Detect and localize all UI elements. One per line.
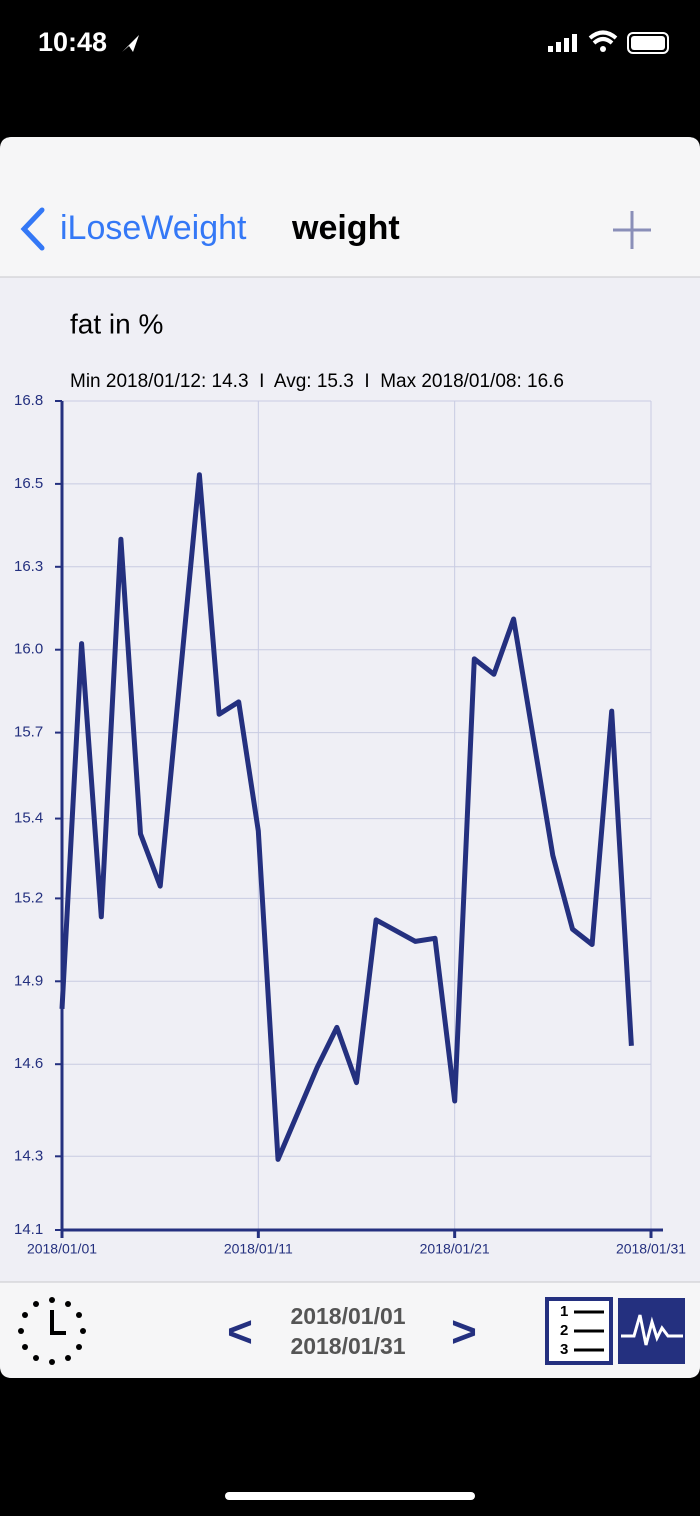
list-icon[interactable]: 1 2 3 <box>545 1297 613 1365</box>
location-icon <box>122 35 139 52</box>
y-tick-label: 14.9 <box>14 972 43 989</box>
y-tick-label: 15.2 <box>14 889 43 906</box>
y-tick-label: 16.0 <box>14 641 43 658</box>
x-tick-label: 2018/01/21 <box>420 1241 490 1257</box>
y-tick-label: 16.3 <box>14 558 43 575</box>
signal-icon <box>548 34 577 52</box>
card <box>0 137 700 1378</box>
range-from: 2018/01/01 <box>290 1303 405 1329</box>
nav-bar <box>0 137 700 277</box>
back-chevron[interactable] <box>20 207 45 251</box>
battery-level <box>631 36 665 50</box>
x-tick-label: 2018/01/11 <box>224 1241 293 1257</box>
y-tick-label: 16.5 <box>14 475 43 492</box>
wifi-icon <box>588 30 618 45</box>
range-to: 2018/01/31 <box>290 1333 405 1359</box>
back-button[interactable]: iLoseWeight <box>60 209 247 247</box>
battery-icon <box>627 32 669 54</box>
y-tick-label: 16.8 <box>14 392 43 409</box>
nav-title: weight <box>291 209 400 247</box>
y-tick-label: 14.6 <box>14 1055 43 1072</box>
next-button[interactable]: > <box>451 1308 477 1357</box>
svg-text:2: 2 <box>560 1322 568 1339</box>
x-tick-label: 2018/01/01 <box>27 1241 97 1257</box>
chart-icon[interactable] <box>618 1298 685 1364</box>
wifi-dot <box>600 46 606 52</box>
status-time: 10:48 <box>38 27 107 57</box>
data-line <box>59 472 634 1162</box>
chart-title: fat in % <box>70 308 163 339</box>
x-tick-label: 2018/01/31 <box>616 1241 686 1257</box>
y-tick-label: 14.1 <box>14 1221 43 1238</box>
clock-icon[interactable] <box>18 1297 86 1365</box>
footer-bar <box>0 1282 700 1378</box>
chart-subtitle: Min 2018/01/12: 14.3 I Avg: 15.3 I Max 2… <box>70 371 564 392</box>
home-indicator <box>225 1492 475 1500</box>
prev-button[interactable]: < <box>227 1308 253 1357</box>
y-tick-label: 15.4 <box>14 810 43 827</box>
add-button[interactable] <box>613 211 651 249</box>
y-tick-label: 15.7 <box>14 724 43 741</box>
svg-text:1: 1 <box>560 1303 568 1320</box>
plot: 14.1 14.3 14.6 14.9 15.2 15.4 15.7 16.0 16.3 16.5… <box>14 392 686 1257</box>
svg-text:3: 3 <box>560 1341 568 1358</box>
y-tick-label: 14.3 <box>14 1147 43 1164</box>
